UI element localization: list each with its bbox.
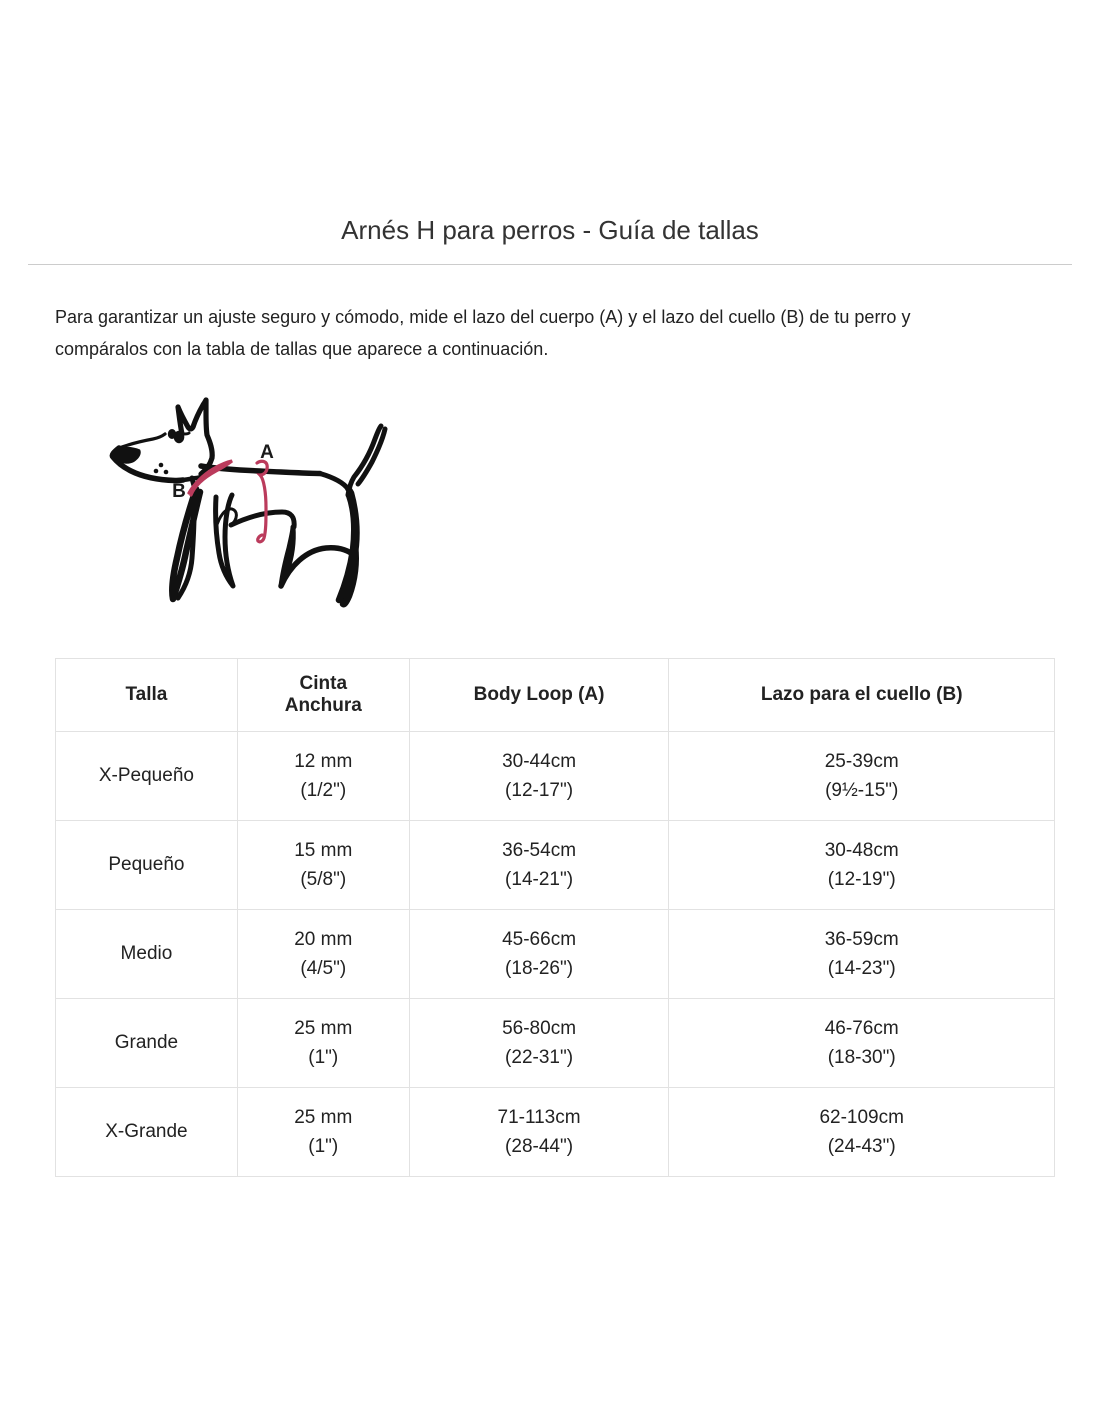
svg-text:A: A: [260, 442, 274, 463]
svg-text:B: B: [172, 481, 186, 502]
